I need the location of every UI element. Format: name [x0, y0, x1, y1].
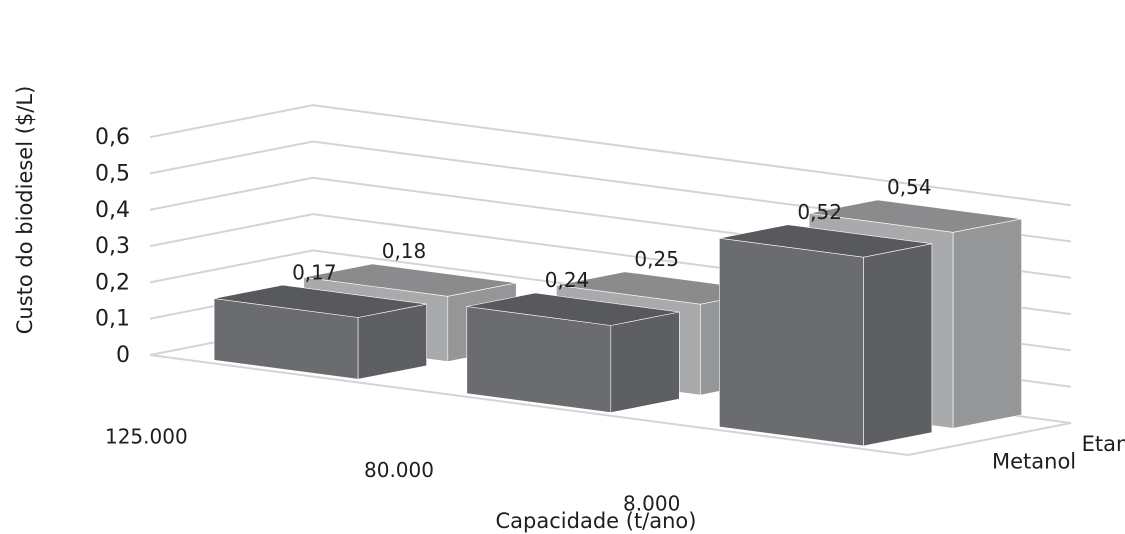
y-tick-label: 0,3: [95, 234, 130, 259]
bar-side-face: [952, 218, 1022, 429]
metanol-bar: [719, 224, 933, 447]
data-label: 0,17: [292, 260, 337, 284]
y-tick-label: 0,6: [95, 125, 130, 150]
gridline: [149, 104, 1072, 207]
gridlines: [149, 104, 1072, 457]
bar-top-face: [466, 292, 680, 326]
y-tick-label: 0: [116, 343, 130, 368]
data-label: 0,18: [382, 239, 427, 263]
series-axis-label: Metanol: [992, 449, 1076, 473]
data-label: 0,54: [887, 175, 932, 199]
bar-top-face: [214, 284, 427, 318]
x-tick-label: 80.000: [364, 458, 434, 482]
data-label: 0,24: [545, 268, 590, 292]
y-tick-label: 0,4: [95, 198, 130, 223]
bar-top-face: [303, 263, 517, 297]
bar-side-face: [610, 311, 680, 413]
metanol-data-labels: 0,17 0,24 0,52: [292, 200, 842, 292]
bar-front-face: [719, 237, 864, 447]
y-tick-label: 0,5: [95, 162, 130, 187]
data-label: 0,52: [797, 200, 842, 224]
y-tick-label: 0,1: [95, 307, 130, 332]
bar-top-face: [809, 199, 1022, 233]
series-axis-label: Etanol: [1082, 432, 1125, 456]
x-tick-label: 125.000: [105, 425, 188, 449]
bar-side-face: [863, 243, 933, 447]
metanol-bar: [213, 284, 427, 380]
metanol-bars: [213, 224, 933, 447]
x-axis-title: Capacidade (t/ano): [496, 509, 697, 533]
data-label: 0,25: [634, 247, 679, 271]
axes: 0 0,1 0,2 0,3 0,4 0,5 0,6 125.000 80.000 8.000 Met…: [95, 125, 1125, 515]
metanol-bar: [466, 292, 680, 413]
gridline: [149, 140, 1072, 243]
etanol-data-labels: 0,18 0,25 0,54: [382, 175, 932, 271]
y-axis-title: Custo do biodiesel ($/L): [13, 86, 37, 335]
bar-top-face: [719, 224, 932, 258]
y-tick-label: 0,2: [95, 270, 130, 295]
floor-edge: [149, 354, 1072, 457]
x-tick-label: 8.000: [623, 491, 680, 515]
